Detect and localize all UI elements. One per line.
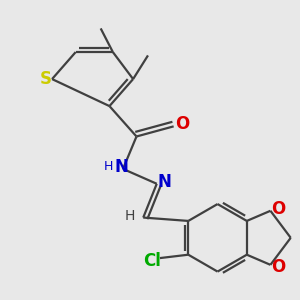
Text: O: O [272,200,286,218]
Text: H: H [124,209,135,223]
Text: O: O [175,115,190,133]
Text: N: N [115,158,129,176]
Text: H: H [104,160,113,173]
Text: O: O [272,258,286,276]
Text: Cl: Cl [143,253,161,271]
Text: N: N [158,173,172,191]
Text: S: S [39,70,51,88]
